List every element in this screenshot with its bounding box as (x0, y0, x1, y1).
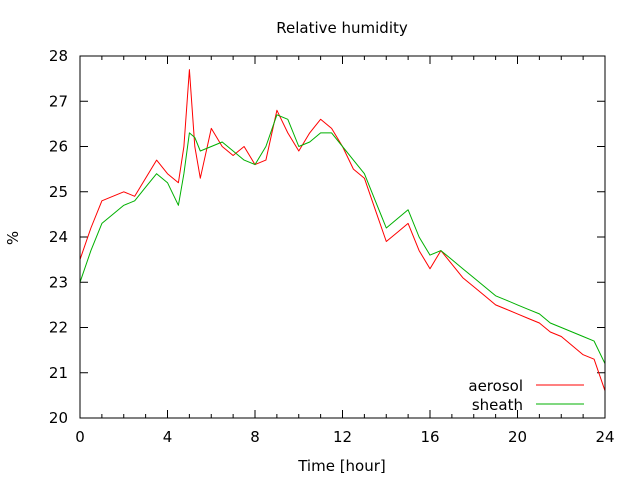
y-tick-label: 25 (49, 183, 68, 201)
x-tick-label: 8 (250, 428, 260, 446)
legend: aerosol sheath (468, 377, 584, 414)
legend-label-sheath: sheath (472, 396, 523, 414)
y-tick-label: 21 (49, 364, 68, 382)
x-tick-label: 0 (75, 428, 85, 446)
y-tick-label: 23 (49, 273, 68, 291)
y-tick-label: 27 (49, 92, 68, 110)
y-axis-label: % (4, 231, 22, 245)
plot-frame (79, 55, 606, 419)
series-layer (79, 69, 606, 391)
y-tick-label: 28 (49, 47, 68, 65)
y-tick-label: 20 (49, 409, 68, 427)
legend-label-aerosol: aerosol (468, 377, 523, 395)
y-tick-label: 26 (49, 138, 68, 156)
x-tick-label: 12 (333, 428, 352, 446)
tick-labels: 0 4 8 12 16 20 24 20 21 22 23 24 25 26 27 28 (49, 47, 615, 446)
series-line-sheath (79, 114, 606, 364)
axis-ticks (79, 55, 606, 419)
x-tick-label: 16 (420, 428, 439, 446)
x-tick-label: 24 (595, 428, 614, 446)
y-tick-label: 24 (49, 228, 68, 246)
x-axis-label: Time [hour] (297, 457, 386, 475)
x-tick-label: 20 (508, 428, 527, 446)
chart-title: Relative humidity (276, 19, 408, 37)
x-tick-label: 4 (163, 428, 173, 446)
y-tick-label: 22 (49, 319, 68, 337)
series-line-aerosol (79, 69, 606, 391)
